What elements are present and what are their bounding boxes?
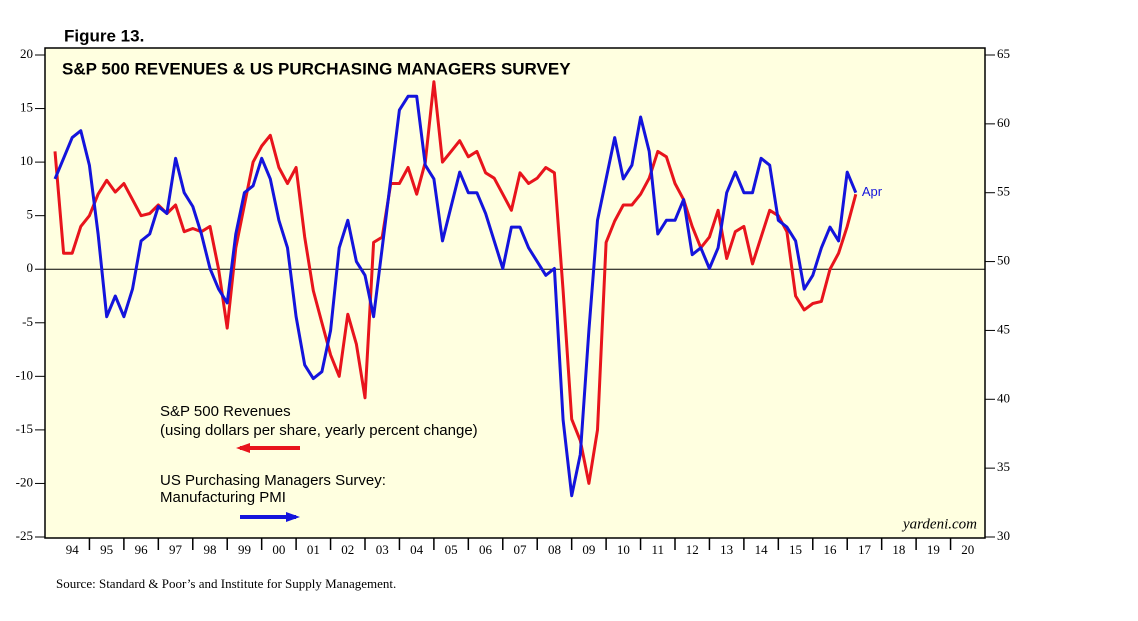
y2-tick-label: 50 [997,253,1010,268]
watermark: yardeni.com [901,516,977,532]
x-tick-label: 13 [720,542,733,557]
x-tick-label: 99 [238,542,251,557]
x-tick-label: 11 [652,542,665,557]
y2-tick-label: 55 [997,184,1010,199]
legend-note: (using dollars per share, yearly percent… [160,422,478,439]
x-tick-label: 04 [410,542,424,557]
series-line [53,94,858,498]
x-tick-label: 00 [272,542,285,557]
y-tick-label: -10 [16,367,33,382]
legend-label: US Purchasing Managers Survey: [160,472,386,489]
legend-note: Manufacturing PMI [160,489,286,506]
x-tick-label: 03 [376,542,389,557]
x-tick-label: 01 [307,542,320,557]
y-tick-label: -25 [16,528,33,543]
y2-tick-label: 45 [997,321,1010,336]
legend-arrowhead [286,512,300,522]
y-tick-label: 10 [20,153,33,168]
end-label: Apr [862,184,883,199]
y2-tick-label: 60 [997,115,1010,130]
y-tick-label: 5 [27,207,34,222]
x-tick-label: 18 [892,542,905,557]
x-tick-label: 96 [135,542,149,557]
y-tick-label: -5 [22,314,33,329]
x-tick-label: 15 [789,542,802,557]
x-tick-label: 08 [548,542,561,557]
x-tick-label: 97 [169,542,183,557]
x-tick-label: 94 [66,542,80,557]
y-tick-label: 15 [20,100,33,115]
source: Source: Standard & Poor’s and Institute … [56,576,396,591]
x-tick-label: 09 [582,542,595,557]
x-tick-label: 17 [858,542,872,557]
x-tick-label: 07 [514,542,528,557]
x-tick-label: 06 [479,542,493,557]
y-tick-label: 0 [27,260,34,275]
legend-label: S&P 500 Revenues [160,403,291,420]
series-line [53,80,858,485]
y2-tick-label: 40 [997,390,1010,405]
x-tick-label: 98 [204,542,217,557]
figure-label: Figure 13. [64,26,144,45]
plot-area [44,47,986,539]
y2-tick-label: 35 [997,459,1010,474]
y-tick-label: 20 [20,46,33,61]
legend-arrowhead [236,443,250,453]
y2-tick-label: 65 [997,46,1010,61]
y-tick-label: -15 [16,421,33,436]
chart-title: S&P 500 REVENUES & US PURCHASING MANAGER… [62,59,571,78]
x-tick-label: 16 [824,542,838,557]
x-tick-label: 14 [755,542,769,557]
y2-tick-label: 30 [997,528,1010,543]
x-tick-label: 12 [686,542,699,557]
x-tick-label: 05 [445,542,458,557]
x-tick-label: 95 [100,542,113,557]
x-tick-label: 19 [927,542,940,557]
x-tick-label: 20 [961,542,974,557]
x-tick-label: 02 [341,542,354,557]
x-tick-label: 10 [617,542,630,557]
y-tick-label: -20 [16,474,33,489]
